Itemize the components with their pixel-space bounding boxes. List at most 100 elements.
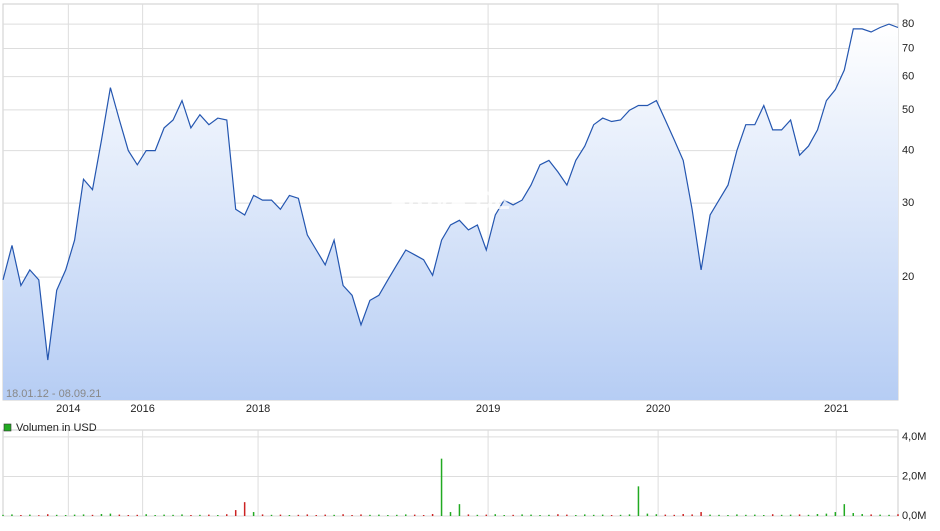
y-tick-label: 40 bbox=[902, 144, 914, 156]
x-tick-label: 2018 bbox=[246, 403, 270, 415]
volume-bar bbox=[422, 515, 425, 516]
volume-bar bbox=[521, 514, 523, 516]
volume-bar bbox=[771, 514, 774, 516]
volume-bar bbox=[566, 514, 568, 516]
price-line bbox=[2, 23, 899, 361]
volume-bar bbox=[342, 514, 344, 516]
volume-bar bbox=[709, 514, 711, 516]
y-tick-label: 0,0M bbox=[902, 510, 926, 522]
volume-bar bbox=[512, 514, 514, 516]
legend-label: Volumen in USD bbox=[16, 422, 97, 434]
volume-bar bbox=[279, 514, 282, 516]
volume-bar bbox=[199, 514, 201, 516]
volume-bar bbox=[73, 514, 76, 516]
volume-bar bbox=[879, 514, 881, 516]
volume-bar bbox=[306, 514, 309, 516]
y-tick-label: 30 bbox=[902, 197, 914, 209]
y-tick-label: 4,0M bbox=[902, 431, 926, 443]
volume-bar bbox=[825, 513, 828, 516]
volume-bar bbox=[682, 514, 684, 516]
volume-bar bbox=[458, 504, 461, 516]
watermark: ARIVA.DE bbox=[388, 185, 512, 215]
volume-bar bbox=[252, 512, 255, 516]
y-tick-label: 2,0M bbox=[902, 470, 926, 482]
volume-bar bbox=[494, 514, 496, 516]
volume-bar bbox=[557, 514, 559, 516]
volume-bar bbox=[637, 486, 640, 516]
volume-bar bbox=[861, 514, 863, 516]
volume-bar bbox=[619, 514, 622, 516]
volume-bar bbox=[64, 515, 67, 516]
volume-bar bbox=[503, 515, 505, 516]
volume-bar bbox=[870, 514, 872, 516]
volume-bar bbox=[834, 512, 837, 516]
volume-bar bbox=[449, 512, 452, 516]
volume-bar bbox=[324, 514, 326, 516]
volume-bar bbox=[548, 514, 550, 516]
y-tick-label: 50 bbox=[902, 104, 914, 116]
volume-bar bbox=[476, 514, 479, 516]
volume-bar bbox=[181, 514, 183, 516]
volume-bar bbox=[234, 510, 237, 516]
date-range: 18.01.12 - 08.09.21 bbox=[6, 388, 101, 400]
volume-bar bbox=[897, 514, 899, 516]
x-tick-label: 2020 bbox=[646, 403, 670, 415]
volume-bar bbox=[789, 514, 792, 516]
volume-bar bbox=[467, 514, 470, 516]
volume-bar bbox=[736, 514, 738, 516]
volume-bar bbox=[610, 515, 613, 516]
volume-bar bbox=[673, 514, 675, 516]
volume-bar bbox=[413, 514, 416, 516]
volume-bar bbox=[136, 514, 138, 516]
volume-bar bbox=[29, 514, 31, 516]
volume-bar bbox=[297, 514, 300, 516]
volume-bar bbox=[763, 515, 765, 516]
volume-bar bbox=[628, 514, 631, 516]
volume-bar bbox=[431, 514, 434, 516]
volume-bar bbox=[100, 514, 103, 516]
x-tick-label: 2019 bbox=[476, 403, 500, 415]
volume-bar bbox=[646, 513, 649, 516]
volume-bar bbox=[47, 514, 49, 516]
volume-bar bbox=[843, 504, 846, 516]
volume-bar bbox=[145, 514, 147, 516]
volume-bar bbox=[163, 514, 165, 516]
volume-bar bbox=[718, 514, 720, 516]
x-tick-label: 2016 bbox=[130, 403, 154, 415]
volume-bar bbox=[55, 514, 58, 516]
legend-swatch bbox=[3, 423, 12, 432]
y-tick-label: 20 bbox=[902, 271, 914, 283]
volume-bar bbox=[261, 514, 264, 516]
volume-bar bbox=[226, 514, 228, 516]
volume-bar bbox=[396, 514, 398, 516]
volume-bar bbox=[754, 514, 756, 516]
volume-bar bbox=[655, 514, 658, 516]
volume-bar bbox=[852, 513, 854, 516]
volume-bar bbox=[405, 514, 407, 516]
volume-bar bbox=[387, 515, 389, 516]
volume-bar bbox=[485, 514, 488, 516]
volume-bar bbox=[11, 514, 13, 516]
y-tick-label: 70 bbox=[902, 42, 914, 54]
price-area bbox=[3, 24, 898, 400]
volume-bar bbox=[333, 514, 335, 516]
volume-bar bbox=[91, 514, 94, 516]
volume-frame bbox=[2, 429, 899, 517]
volume-bar bbox=[351, 515, 353, 516]
volume-bar bbox=[190, 515, 192, 516]
volume-bar bbox=[440, 458, 443, 516]
volume-bar bbox=[217, 515, 219, 516]
volume-bar bbox=[888, 514, 890, 516]
volume-bar bbox=[288, 515, 291, 516]
volume-bar bbox=[780, 514, 783, 516]
x-tick-label: 2014 bbox=[56, 403, 80, 415]
volume-bar bbox=[243, 502, 246, 516]
volume-bar bbox=[38, 515, 40, 516]
volume-bar bbox=[798, 514, 801, 516]
volume-bar bbox=[369, 514, 371, 516]
volume-bar bbox=[584, 514, 586, 516]
x-tick-label: 2021 bbox=[824, 403, 848, 415]
y-tick-label: 80 bbox=[902, 18, 914, 30]
volume-bar bbox=[816, 514, 819, 516]
